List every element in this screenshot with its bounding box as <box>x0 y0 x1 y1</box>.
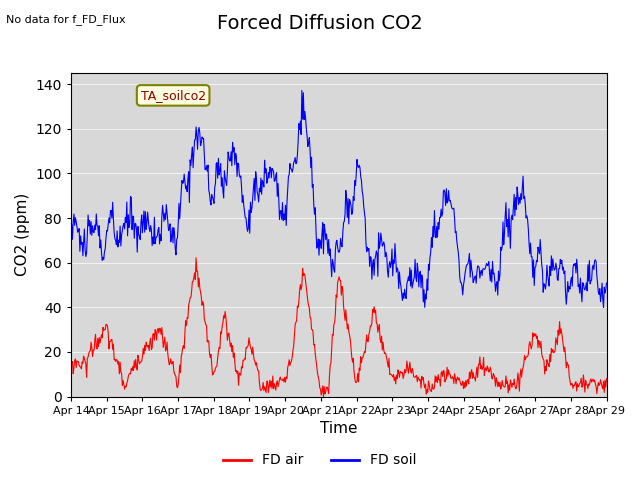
FD air <box>186 295 194 301</box>
FD air <box>67 356 75 362</box>
FD soil <box>132 221 140 227</box>
FD air <box>192 255 200 261</box>
FD air <box>405 364 413 370</box>
Line: FD soil: FD soil <box>71 90 607 307</box>
Text: TA_soilco2: TA_soilco2 <box>141 89 205 102</box>
FD soil <box>421 304 429 310</box>
FD soil <box>603 280 611 286</box>
Text: Forced Diffusion CO2: Forced Diffusion CO2 <box>217 14 423 34</box>
FD air <box>319 394 327 399</box>
FD soil <box>67 221 75 227</box>
FD air <box>132 356 140 362</box>
FD soil <box>77 233 84 239</box>
Line: FD air: FD air <box>71 258 607 396</box>
FD soil <box>420 287 428 292</box>
FD air <box>421 385 429 391</box>
X-axis label: Time: Time <box>320 421 358 436</box>
FD soil <box>214 156 222 161</box>
FD soil <box>404 274 412 280</box>
FD air <box>603 376 611 382</box>
FD soil <box>186 157 194 163</box>
FD air <box>77 364 84 370</box>
Y-axis label: CO2 (ppm): CO2 (ppm) <box>15 193 30 276</box>
Text: No data for f_FD_Flux: No data for f_FD_Flux <box>6 14 126 25</box>
Legend: FD air, FD soil: FD air, FD soil <box>218 448 422 473</box>
FD air <box>215 345 223 350</box>
FD soil <box>298 87 306 93</box>
